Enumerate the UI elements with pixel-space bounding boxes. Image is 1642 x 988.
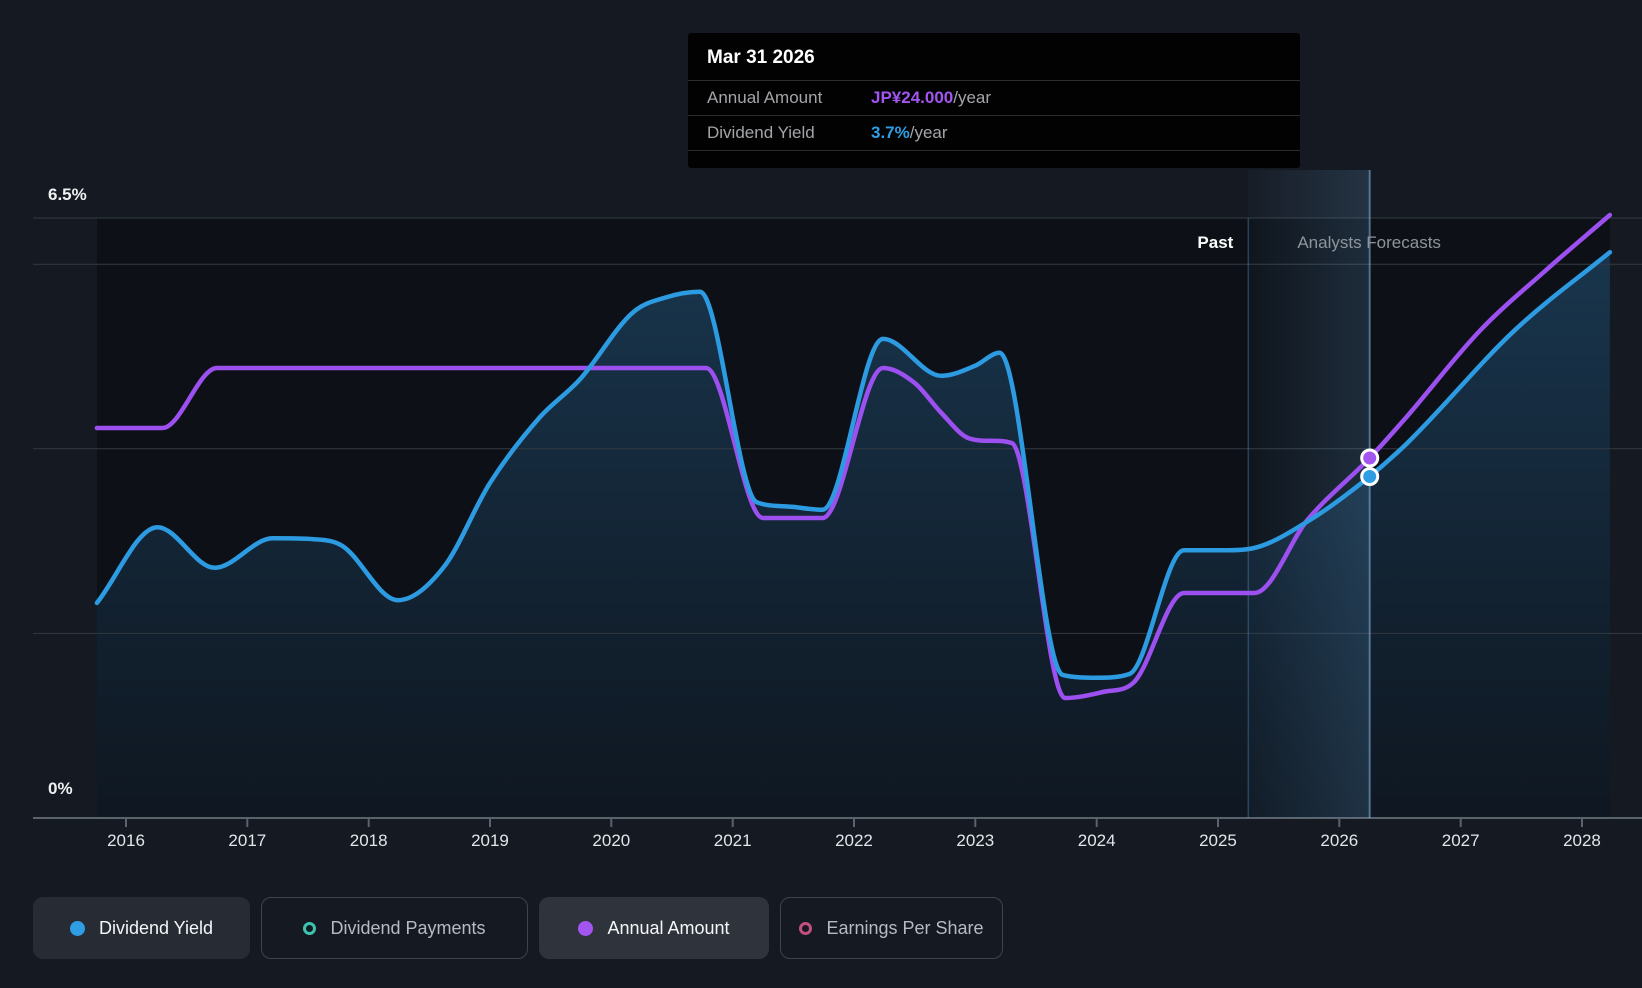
- x-axis-label-2026: 2026: [1320, 831, 1359, 850]
- annual-amount-line: [94, 212, 1613, 701]
- analysts-forecasts-label: Analysts Forecasts: [1297, 233, 1441, 252]
- tooltip-label: Annual Amount: [707, 88, 823, 107]
- forecast-highlight-band: [1248, 170, 1370, 818]
- chart-tooltip: Mar 31 2026 Annual Amount JP¥24.000/year…: [688, 33, 1300, 168]
- earnings-per-share-marker-icon: [799, 921, 813, 935]
- tooltip-row-dividend-yield: Dividend Yield 3.7%/year: [688, 116, 1300, 151]
- tooltip-value-suffix: /year: [953, 88, 992, 107]
- legend-toggle-dividend-payments[interactable]: Dividend Payments: [261, 897, 528, 959]
- dividend-yield-line: [94, 249, 1613, 680]
- y-axis-min-label: 0%: [48, 779, 73, 798]
- tooltip-label: Dividend Yield: [707, 123, 815, 142]
- tooltip-value: JP¥24.000: [871, 88, 954, 107]
- x-axis-label-2019: 2019: [471, 831, 509, 850]
- legend-label: Dividend Yield: [98, 917, 214, 938]
- x-axis-label-2023: 2023: [956, 831, 995, 850]
- x-axis-label-2017: 2017: [228, 831, 267, 850]
- chart-legend: Dividend Yield Dividend Payments Annual …: [33, 897, 1003, 959]
- tooltip-value: 3.7%: [871, 123, 910, 142]
- legend-toggle-dividend-yield[interactable]: Dividend Yield: [33, 897, 250, 959]
- marker-annual-amount: [1360, 448, 1380, 468]
- dividend-yield-marker-icon: [69, 920, 85, 936]
- legend-toggle-earnings-per-share[interactable]: Earnings Per Share: [780, 897, 1003, 959]
- past-region-label: Past: [1197, 233, 1234, 252]
- x-axis-label-2024: 2024: [1077, 831, 1116, 850]
- x-axis-label-2028: 2028: [1563, 831, 1601, 850]
- legend-label: Annual Amount: [607, 917, 730, 938]
- x-axis-label-2027: 2027: [1441, 831, 1480, 850]
- legend-label: Dividend Payments: [330, 917, 486, 938]
- marker-dividend-yield: [1360, 467, 1380, 486]
- tooltip-date: Mar 31 2026: [688, 33, 1300, 81]
- x-axis-label-2022: 2022: [835, 831, 873, 850]
- dividend-yield-area: [96, 252, 1610, 818]
- x-axis-label-2025: 2025: [1199, 831, 1237, 850]
- x-axis-label-2021: 2021: [713, 831, 752, 850]
- tooltip-value-suffix: /year: [909, 123, 948, 142]
- dividend-payments-marker-icon: [303, 921, 317, 935]
- annual-amount-marker-icon: [578, 920, 594, 936]
- legend-toggle-annual-amount[interactable]: Annual Amount: [539, 897, 769, 959]
- x-axis-label-2018: 2018: [349, 831, 388, 850]
- tooltip-row-annual-amount: Annual Amount JP¥24.000/year: [688, 81, 1300, 116]
- x-axis-label-2020: 2020: [592, 831, 631, 850]
- legend-label: Earnings Per Share: [826, 917, 984, 938]
- x-axis-label-2016: 2016: [107, 831, 145, 850]
- y-axis-max-label: 6.5%: [48, 185, 87, 204]
